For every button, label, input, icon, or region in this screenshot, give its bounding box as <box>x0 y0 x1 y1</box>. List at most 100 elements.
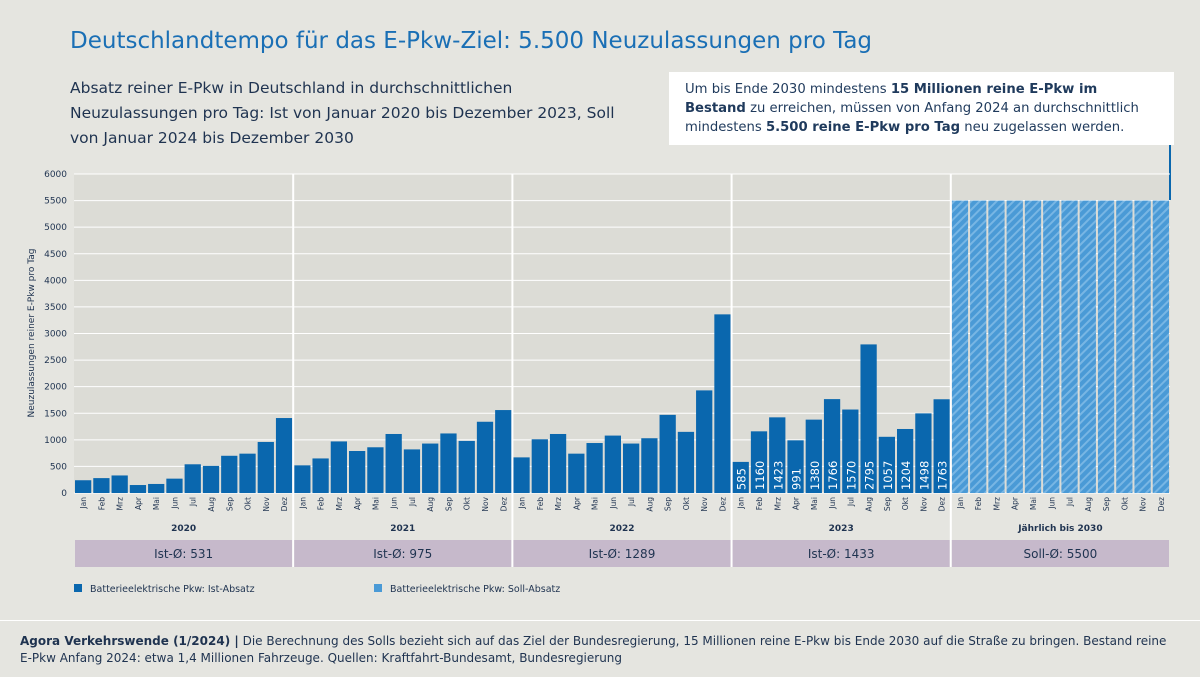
x-tick-label: Apr <box>792 496 801 510</box>
y-tick-label: 3000 <box>44 330 67 340</box>
data-label: 1057 <box>881 461 895 490</box>
y-tick-label: 3500 <box>44 303 67 313</box>
x-tick-label: Aug <box>426 497 435 512</box>
bar <box>878 436 895 493</box>
average-label: Ist-Ø: 1289 <box>589 547 656 561</box>
bar <box>367 447 384 493</box>
x-tick-label: Mrz <box>554 497 563 511</box>
x-tick-label: Jun <box>1047 497 1056 510</box>
bar <box>440 433 457 493</box>
bar <box>769 417 786 493</box>
bar <box>93 478 110 493</box>
average-box <box>951 540 1169 567</box>
average-box <box>75 540 293 567</box>
legend-label: Batterieelektrische Pkw: Ist-Absatz <box>90 584 255 595</box>
bar <box>549 433 567 493</box>
data-label: 2795 <box>863 461 877 490</box>
x-tick-label: Apr <box>134 496 143 510</box>
x-tick-label: Nov <box>700 496 709 511</box>
x-tick-label: Jun <box>390 497 399 510</box>
bar <box>275 418 293 493</box>
bar <box>677 431 695 493</box>
bar <box>933 399 950 493</box>
x-tick-label: Okt <box>244 497 253 510</box>
x-tick-label: Feb <box>97 497 106 511</box>
bar <box>531 439 548 493</box>
x-tick-label: Aug <box>1084 497 1093 512</box>
x-tick-label: Jun <box>828 497 837 510</box>
data-label: 1763 <box>936 461 950 490</box>
x-tick-label: Mrz <box>335 497 344 511</box>
bar <box>988 200 1005 494</box>
x-tick-label: Jul <box>627 497 636 507</box>
average-label: Ist-Ø: 975 <box>373 547 432 561</box>
y-tick-label: 2000 <box>44 383 67 393</box>
data-label: 1380 <box>808 461 822 490</box>
bar <box>787 440 804 493</box>
bar <box>750 431 768 493</box>
y-tick-label: 4000 <box>44 276 67 286</box>
bar <box>385 433 402 493</box>
bar <box>239 453 256 493</box>
group-label: Jährlich bis 2030 <box>1017 524 1102 534</box>
bar <box>1097 200 1115 494</box>
average-box <box>294 540 512 567</box>
source-label: Agora Verkehrswende (1/2024) | <box>20 634 239 648</box>
group-label: 2020 <box>171 524 196 534</box>
bar <box>111 475 128 493</box>
x-tick-label: Jul <box>189 497 198 507</box>
bar <box>1134 200 1151 494</box>
x-tick-label: Jan <box>298 497 307 510</box>
bar <box>513 457 530 493</box>
x-tick-label: Dez <box>938 497 947 511</box>
x-tick-label: Jun <box>170 497 179 510</box>
bar <box>1152 200 1169 494</box>
legend-swatch <box>74 584 82 592</box>
bar <box>586 443 603 493</box>
bar <box>166 478 183 493</box>
title: Deutschlandtempo für das E-Pkw-Ziel: 5.5… <box>70 28 873 54</box>
x-tick-label: Feb <box>974 497 983 511</box>
legend-swatch <box>374 584 382 592</box>
bar <box>221 455 238 493</box>
y-tick-label: 5500 <box>44 197 67 207</box>
bar <box>714 314 731 493</box>
x-tick-label: Nov <box>1139 496 1148 511</box>
x-tick-label: Nov <box>481 496 490 511</box>
bar <box>349 450 366 493</box>
x-tick-label: Mai <box>591 497 600 510</box>
x-tick-label: Mrz <box>992 497 1001 511</box>
y-tick-label: 5000 <box>44 223 67 233</box>
bar <box>696 390 713 493</box>
group-label: 2021 <box>390 524 415 534</box>
y-axis-label: Neuzulassungen reiner E-Pkw pro Tag <box>27 249 37 418</box>
data-label: 1423 <box>771 461 785 490</box>
x-tick-label: Apr <box>572 496 581 510</box>
bar <box>860 344 877 493</box>
callout: Um bis Ende 2030 mindestens 15 Millionen… <box>669 72 1174 145</box>
y-tick-label: 1500 <box>44 409 67 419</box>
x-tick-label: Mai <box>371 497 380 510</box>
x-tick-label: Mai <box>810 497 819 510</box>
callout-text: neu zugelassen werden. <box>960 120 1125 135</box>
x-tick-label: Dez <box>1157 497 1166 511</box>
x-tick-label: Sep <box>883 497 892 511</box>
bar <box>403 449 421 493</box>
x-tick-label: Sep <box>225 497 234 511</box>
bar <box>184 464 201 493</box>
average-label: Ist-Ø: 1433 <box>808 547 875 561</box>
bar <box>202 465 220 493</box>
x-tick-label: Sep <box>444 497 453 511</box>
callout-text: zu erreichen, müssen von Anfang 2024 an … <box>685 101 1139 135</box>
x-tick-label: Aug <box>645 497 654 512</box>
x-tick-label: Okt <box>463 497 472 510</box>
data-label: 991 <box>790 468 804 490</box>
bar <box>458 440 475 493</box>
x-tick-label: Sep <box>1102 497 1111 511</box>
callout-text: Um bis Ende 2030 mindestens <box>685 82 891 97</box>
footer-separator <box>0 620 1200 621</box>
bar <box>495 410 512 493</box>
data-label: 1766 <box>826 461 840 490</box>
data-label: 1498 <box>917 461 931 490</box>
